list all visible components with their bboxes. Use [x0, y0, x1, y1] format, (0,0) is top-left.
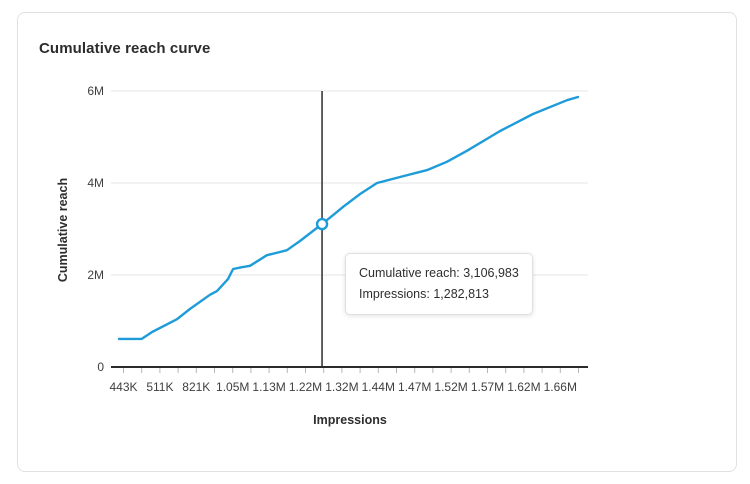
x-tick-label: 1.22M	[289, 380, 322, 394]
x-axis-title: Impressions	[313, 413, 387, 427]
y-tick-label: 2M	[87, 268, 104, 282]
chart-title: Cumulative reach curve	[39, 40, 211, 57]
x-tick-label: 443K	[109, 380, 137, 394]
y-tick-label: 0	[97, 360, 104, 374]
x-tick-label: 1.52M	[434, 380, 467, 394]
x-tick-label: 1.62M	[507, 380, 540, 394]
y-tick-label: 4M	[87, 176, 104, 190]
x-tick-label: 1.66M	[544, 380, 577, 394]
x-tick-label: 1.05M	[216, 380, 249, 394]
y-axis-title: Cumulative reach	[56, 177, 70, 283]
tooltip-cumulative-reach: Cumulative reach: 3,106,983	[359, 266, 519, 280]
chart-tooltip: Cumulative reach: 3,106,983 Impressions:…	[345, 253, 533, 315]
reach-curve-card: Cumulative reach curve	[17, 12, 737, 472]
highlighted-point-marker[interactable]	[315, 217, 329, 231]
x-tick-label: 511K	[146, 380, 173, 394]
x-tick-label: 821K	[182, 380, 210, 394]
x-tick-label: 1.47M	[398, 380, 431, 394]
x-tick-label: 1.13M	[252, 380, 285, 394]
reach-curve-line[interactable]	[117, 95, 580, 341]
tooltip-impressions: Impressions: 1,282,813	[359, 287, 489, 301]
y-tick-label: 6M	[87, 84, 104, 98]
x-tick-label: 1.57M	[471, 380, 504, 394]
x-tick-label: 1.44M	[362, 380, 395, 394]
x-tick-label: 1.32M	[325, 380, 358, 394]
